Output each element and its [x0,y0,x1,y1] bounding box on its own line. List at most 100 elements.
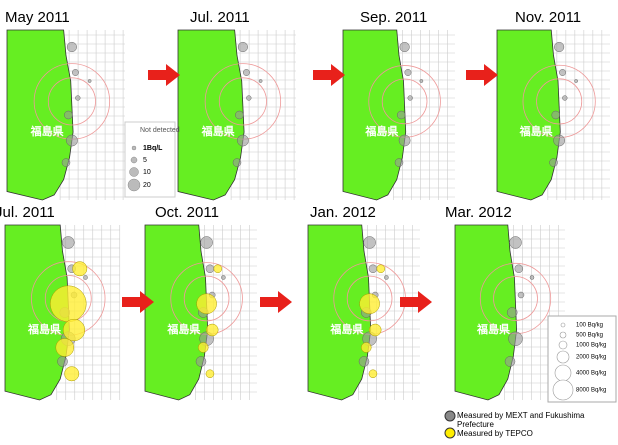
legend-size-label: 8000 Bq/kg [576,388,606,394]
legend-size-label: 10 [143,169,151,176]
legend-size-label: 2000 Bq/kg [576,355,606,361]
legend-size-label: 1Bq/L [143,145,163,152]
sample-mext [553,134,566,147]
sample-mext [368,264,378,273]
legend-size-label: 5 [143,157,147,164]
sample-tepco [368,323,382,337]
sample-mext [396,110,406,120]
sample-mext [358,356,370,367]
sample-tepco [196,293,217,314]
sample-mext [200,236,213,249]
sample-mext [404,69,412,76]
sample-mext [87,79,92,83]
sample-mext [384,275,389,280]
prefecture-label: 福島県 [364,124,398,138]
sample-mext [407,95,413,101]
panel-title: Jul. 2011 [190,9,250,26]
sample-mext [562,95,568,101]
sample-mext [504,356,516,367]
sample-mext [235,110,244,120]
source-mext: Measured by MEXT and Fukushima Prefectur… [457,411,585,429]
sample-mext [398,134,411,147]
sample-mext [514,264,524,273]
legend-size [129,167,139,177]
sample-mext [517,291,525,299]
sample-mext [508,331,523,346]
sample-tepco [360,342,372,353]
radius-ring [183,275,230,322]
legend-size-label: 1000 Bq/kg [576,343,606,349]
prefecture-label: 福島県 [476,322,510,336]
sample-mext [62,236,75,249]
sample-mext [399,41,410,53]
sample-mext [529,275,535,280]
arrow [313,64,345,86]
sample-mext [246,95,252,101]
land [177,29,245,201]
sample-mext [394,158,404,167]
arrow [400,291,432,313]
radius-ring [47,77,96,126]
sample-mext [66,134,78,147]
sample-mext [242,69,250,76]
sample-mext [559,69,566,76]
sample-mext [221,275,226,280]
source-mext-marker [444,410,456,422]
legend-size-label: 500 Bq/kg [576,333,603,339]
sample-tepco [197,342,209,353]
legend-size [558,340,568,350]
radius-ring [218,77,267,126]
sample-mext [83,275,88,280]
radius-ring [381,78,428,125]
legend-size-label: 100 Bq/kg [576,323,603,329]
land [342,29,407,201]
arrow [260,291,292,313]
radius-ring [536,78,583,125]
arrow [466,64,498,86]
panel-title: Sep. 2011 [360,9,427,26]
sample-mext [64,110,73,120]
sample-tepco [72,261,88,277]
sample-mext [195,356,207,367]
legend-size [127,178,141,192]
sample-mext [419,79,424,83]
prefecture-label: 福島県 [519,124,553,138]
panel-title: Nov. 2011 [515,9,581,26]
sample-mext [205,264,215,273]
prefecture-label: 福島県 [27,322,61,336]
sample-mext [574,79,578,83]
legend-size-label: 4000 Bq/kg [576,371,606,377]
legend-size [130,156,138,164]
legend-not-detected: Not detected [140,127,180,134]
sample-mext [258,79,263,83]
panel-title: May 2011 [5,9,70,26]
sample-tepco [213,264,223,273]
sample-mext [71,69,79,76]
legend-size [552,379,574,401]
sample-tepco [50,285,87,322]
sample-mext [509,236,522,249]
radius-ring [493,276,538,321]
arrow [148,64,180,86]
sample-mext [61,158,71,167]
sample-tepco [55,338,75,357]
arrow [122,291,154,313]
sample-tepco [376,264,386,273]
panel-title: Oct. 2011 [155,204,219,221]
land [6,29,74,201]
panel-title: Jan. 2012 [310,204,376,221]
panel-title: Mar. 2012 [445,204,512,221]
radius-ring [346,275,393,322]
sample-mext [237,134,249,147]
panel-title: Jul. 2011 [0,204,55,221]
sample-tepco [62,318,86,342]
sample-mext [549,158,558,167]
sample-mext [75,95,81,101]
sample-tepco [205,369,215,378]
legend-size [560,322,566,328]
legend-size [556,350,570,364]
prefecture-label: 福島県 [201,124,235,138]
sample-mext [551,110,561,120]
